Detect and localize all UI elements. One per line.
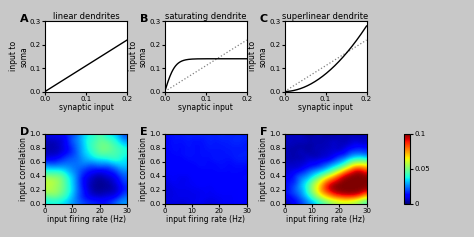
Text: B: B xyxy=(140,14,148,24)
Text: D: D xyxy=(20,127,30,137)
Text: C: C xyxy=(260,14,268,24)
Text: F: F xyxy=(260,127,267,137)
Y-axis label: input to
soma: input to soma xyxy=(9,41,28,72)
X-axis label: input firing rate (Hz): input firing rate (Hz) xyxy=(286,215,365,224)
Y-axis label: input to
soma: input to soma xyxy=(248,41,268,72)
Y-axis label: input correlation: input correlation xyxy=(259,137,268,201)
Text: A: A xyxy=(20,14,29,24)
Title: linear dendrites: linear dendrites xyxy=(53,12,119,21)
X-axis label: synaptic input: synaptic input xyxy=(298,103,353,112)
Title: superlinear dendrite: superlinear dendrite xyxy=(283,12,369,21)
Y-axis label: input to
soma: input to soma xyxy=(128,41,148,72)
X-axis label: input firing rate (Hz): input firing rate (Hz) xyxy=(166,215,245,224)
Title: saturating dendrite: saturating dendrite xyxy=(165,12,246,21)
X-axis label: input firing rate (Hz): input firing rate (Hz) xyxy=(46,215,126,224)
Text: E: E xyxy=(140,127,148,137)
Y-axis label: input correlation: input correlation xyxy=(19,137,28,201)
X-axis label: synaptic input: synaptic input xyxy=(178,103,233,112)
Y-axis label: input correlation: input correlation xyxy=(139,137,148,201)
X-axis label: synaptic input: synaptic input xyxy=(59,103,113,112)
